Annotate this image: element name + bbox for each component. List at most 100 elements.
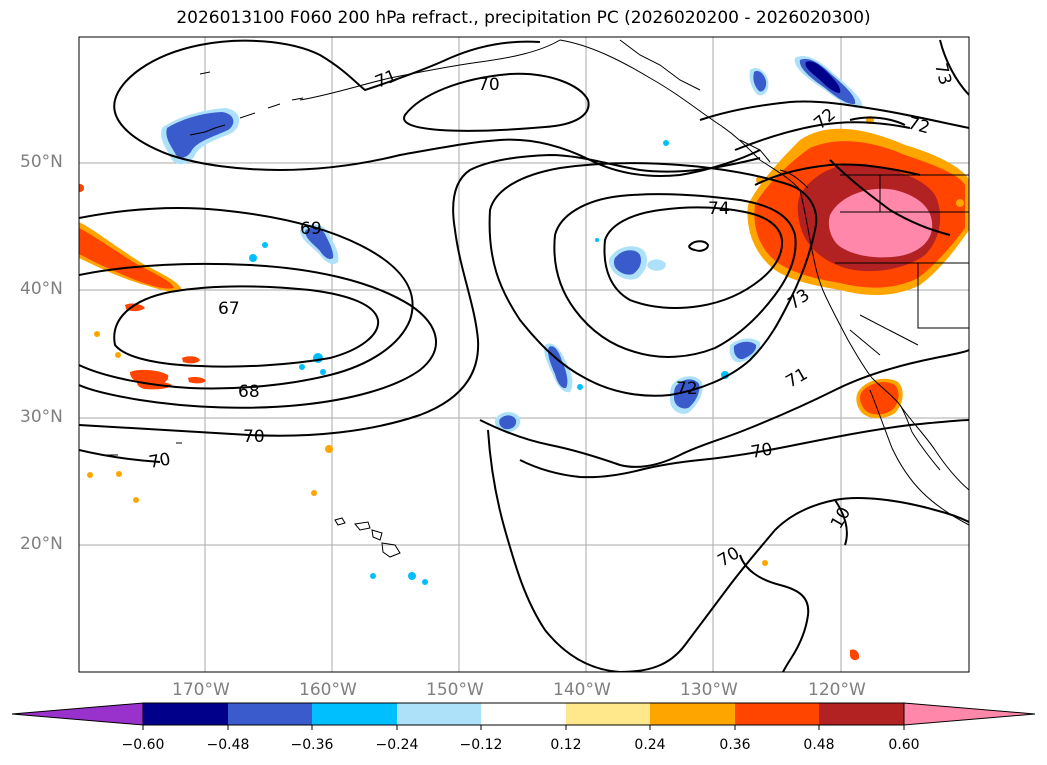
lat-label-30n: 30°N <box>20 407 63 427</box>
neg-patch-aleutian-blue <box>166 112 234 158</box>
coast-gulf-of-alaska <box>559 39 801 191</box>
contour-74-small <box>688 240 710 252</box>
contour-70-west <box>79 153 761 437</box>
contour-71-north <box>114 39 541 101</box>
contour-10-label-line <box>834 499 848 546</box>
contour-71-east <box>479 349 969 468</box>
neg-patch-alaska-2-blue <box>753 71 767 92</box>
colorbar-tick-label-9: 0.48 <box>803 737 835 753</box>
contour-70-south <box>487 429 969 672</box>
precip-patch-westcoast-pink <box>828 188 933 258</box>
hawaii-2 <box>354 521 371 531</box>
lon-label-160w: 160°W <box>299 680 357 700</box>
precip-dot-9 <box>762 560 768 566</box>
contour-74-loop <box>603 206 784 309</box>
neg-dot-1 <box>249 254 257 262</box>
colorbar-seg-2 <box>228 703 312 725</box>
contour-label-74: 74 <box>708 199 730 219</box>
neg-patch-74-small <box>647 259 666 271</box>
neg-patch-74-area-blue <box>613 250 642 275</box>
colorbar-seg-6 <box>566 703 650 725</box>
island-small-3 <box>199 71 211 75</box>
precip-patch-small-6 <box>850 649 860 661</box>
contour-label-72-mid: 72 <box>676 379 698 399</box>
contour-72-alaska-b <box>734 121 911 151</box>
lon-label-140w: 140°W <box>553 680 611 700</box>
neg-dot-2 <box>262 242 268 248</box>
colorbar-tick-label-1: −0.60 <box>121 737 165 753</box>
neg-patch-central-2-blue <box>499 415 517 430</box>
coastlines <box>100 39 969 558</box>
colorbar-extend-high <box>903 702 1036 726</box>
contour-label-70-west: 70 <box>243 427 265 447</box>
contour-label-67: 67 <box>218 299 240 319</box>
colorbar <box>11 702 1036 730</box>
contour-71-mid <box>113 99 761 178</box>
colorbar-seg-5 <box>481 703 566 725</box>
contour-68 <box>79 262 437 409</box>
precip-dot-7 <box>116 471 122 477</box>
precip-patch-small-4 <box>188 377 206 384</box>
contour-label-70-east: 70 <box>749 439 774 462</box>
coast-alaska-north <box>619 39 701 91</box>
contour-71-coast <box>829 159 951 236</box>
lat-label-40n: 40°N <box>20 279 63 299</box>
contour-70-north <box>403 72 590 132</box>
lon-label-120w: 120°W <box>808 680 866 700</box>
precip-dot-8 <box>87 472 93 478</box>
precip-patch-west-edge <box>79 222 182 292</box>
colorbar-tick-label-3: −0.36 <box>290 737 334 753</box>
colorbar-tick-label-7: 0.24 <box>634 737 666 753</box>
precip-patch-small-3 <box>182 356 200 364</box>
contour-70-east <box>519 419 969 479</box>
colorbar-seg-8 <box>735 703 819 725</box>
coast-mexico <box>899 404 969 491</box>
colorbar-tick-label-2: −0.48 <box>206 737 250 753</box>
coast-alaska-peninsula <box>299 39 561 101</box>
neg-dot-6 <box>370 573 376 579</box>
colorbar-border <box>142 702 905 726</box>
hawaii-3 <box>371 529 383 541</box>
contour-67 <box>113 285 380 368</box>
contour-72-alaska <box>699 100 969 129</box>
precip-dot-1 <box>79 184 84 192</box>
contour-73-alaska <box>754 163 921 186</box>
contour-label-69: 69 <box>300 219 322 239</box>
contour-70-southeast <box>739 554 810 672</box>
colorbar-tick-label-4: −0.24 <box>375 737 419 753</box>
colorbar-tick-label-5: −0.12 <box>459 737 503 753</box>
contour-72-loop <box>488 162 818 397</box>
chart-title: 2026013100 F060 200 hPa refract., precip… <box>176 8 871 28</box>
colorbar-tick-label-8: 0.36 <box>719 737 751 753</box>
neg-dot-4 <box>299 364 305 370</box>
hawaii-4 <box>381 542 401 558</box>
colorbar-seg-4 <box>397 703 481 725</box>
coast-aleutian-chain <box>189 97 304 136</box>
precip-dot-2 <box>94 331 100 337</box>
colorbar-seg-3 <box>312 703 397 725</box>
neg-patch-east-1-blue <box>733 341 757 360</box>
colorbar-tick-label-10: 0.60 <box>888 737 920 753</box>
contour-label-70-north: 70 <box>478 75 500 95</box>
state-border-5 <box>859 314 919 346</box>
lat-label-20n: 20°N <box>20 534 63 554</box>
contour-73-edge <box>939 39 969 96</box>
neg-dot-7 <box>408 572 416 580</box>
colorbar-seg-7 <box>650 703 735 725</box>
contour-73-loop <box>553 193 797 358</box>
map-border <box>78 36 970 673</box>
lat-label-50n: 50°N <box>20 152 63 172</box>
neg-dot-3 <box>313 353 323 363</box>
coast-vancouver-island <box>779 169 809 189</box>
colorbar-ticks <box>142 725 905 730</box>
negative-precip-patches <box>161 55 863 585</box>
precip-dot-5 <box>311 490 317 496</box>
neg-dot-8 <box>422 579 428 585</box>
neg-patch-72-blue <box>674 379 700 409</box>
precip-patch-west-edge-red <box>79 228 174 289</box>
hawaii-1 <box>334 517 346 526</box>
state-border-6 <box>849 329 881 356</box>
precip-dot-3 <box>115 352 121 358</box>
precip-dot-6 <box>133 497 139 503</box>
precip-dot-10 <box>956 199 964 207</box>
